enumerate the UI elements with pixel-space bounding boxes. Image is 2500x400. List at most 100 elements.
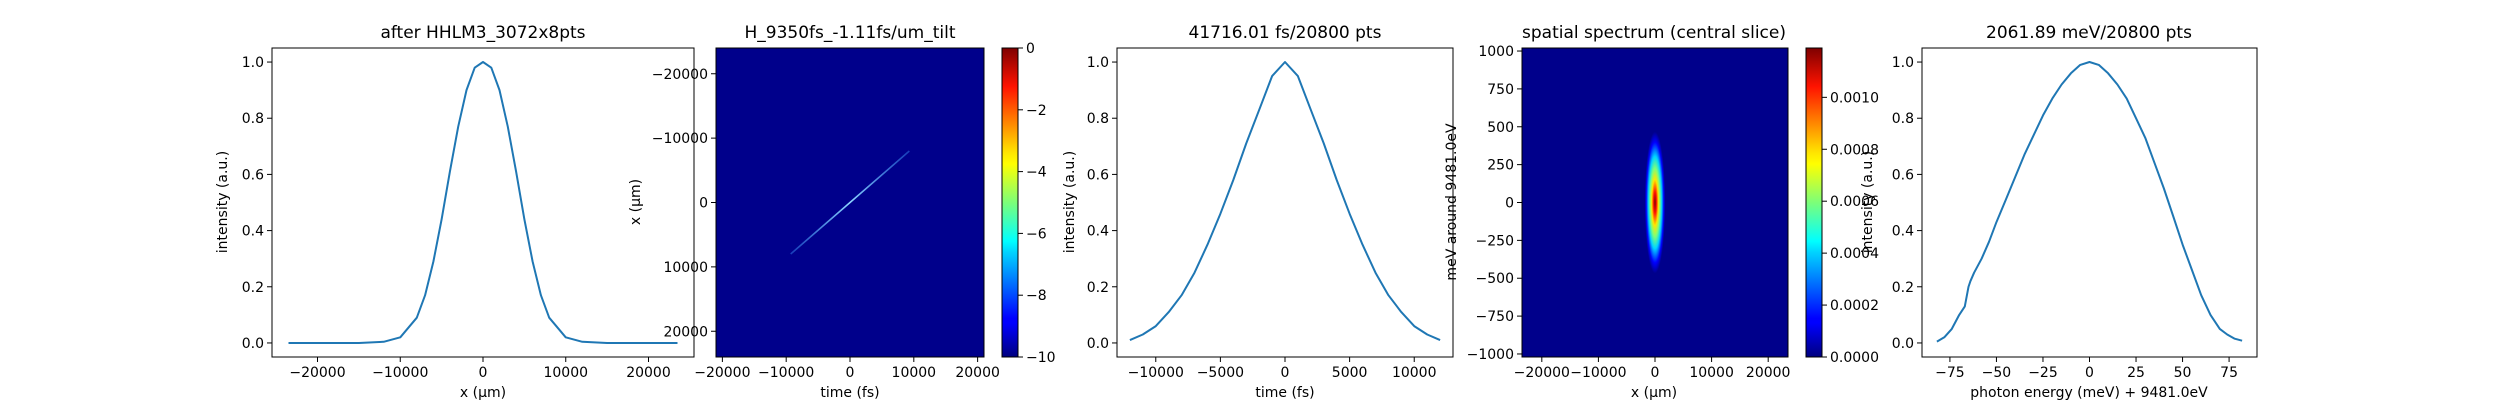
panel-2-colorbar [1001, 47, 1019, 358]
panel-5-ytick-label: 1.0 [1892, 55, 1914, 71]
panel-1-xtick-label: 10000 [543, 365, 588, 381]
panel-2-colorbar-tick-label: −4 [1026, 165, 1047, 181]
panel-2-colorbar-tick-label: −2 [1026, 103, 1047, 119]
panel-4-colorbar-tick-label: 0.0002 [1830, 298, 1879, 314]
panel-5-ytick-label: 0.0 [1892, 336, 1914, 352]
panel-4-colorbar [1805, 47, 1823, 358]
panel-4-ytick-label: 500 [1487, 120, 1514, 136]
panel-4-ytick-label: 1000 [1478, 44, 1514, 60]
panel-3-ytick-label: 0.6 [1087, 167, 1109, 183]
panel-4-ytick-label: −750 [1476, 309, 1514, 325]
panel-1-ytick-label: 0.6 [242, 167, 264, 183]
panel-4-xtick-label: 0 [1651, 365, 1660, 381]
panel-4-colorbar-tick-label: 0.0010 [1830, 90, 1879, 106]
panel-4-yticks: 1000 750 500 250 0 −250 −500 −750 −1000 [1467, 44, 1522, 363]
panel-4-xticks: −20000 −10000 0 10000 20000 [1514, 357, 1791, 381]
panel-5-xtick-label: 25 [2127, 365, 2145, 381]
panel-2-xtick-label: −10000 [758, 365, 814, 381]
panel-1-ytick-label: 0.2 [242, 280, 264, 296]
panel-3: 41716.01 fs/20800 pts −10000 −5000 0 5000 10… [1062, 23, 1454, 400]
panel-4-colorbar-ticks: 0.0010 0.0008 0.0006 0.0004 0.0002 0.0000 [1822, 90, 1879, 366]
panel-4-xtick-label: 10000 [1689, 365, 1734, 381]
panel-1-xtick-label: 0 [479, 365, 488, 381]
panel-4-xtick-label: −10000 [1570, 365, 1626, 381]
panel-4-ytick-label: −500 [1476, 271, 1514, 287]
panel-2-colorbar-tick-label: −8 [1026, 288, 1047, 304]
panel-4-ytick-label: 250 [1487, 158, 1514, 174]
panel-2-colorbar-tick-label: −10 [1026, 350, 1056, 366]
panel-5-xtick-label: 0 [2085, 365, 2094, 381]
panel-2-ytick-label: −10000 [652, 131, 708, 147]
panel-2-ytick-label: 0 [699, 196, 708, 212]
panel-1-xlabel: x (μm) [460, 385, 506, 400]
panel-3-series-line [1129, 61, 1441, 342]
panel-1-series-line [288, 61, 678, 344]
panel-3-title: 41716.01 fs/20800 pts [1189, 23, 1382, 43]
panel-4-ylabel: meV around 9481.0eV [1444, 123, 1460, 281]
panel-3-ytick-label: 0.0 [1087, 336, 1109, 352]
panel-4-xlabel: x (μm) [1631, 385, 1677, 400]
panel-4-ytick-label: −1000 [1467, 347, 1514, 363]
panel-3-ytick-label: 0.2 [1087, 280, 1109, 296]
panel-3-ytick-label: 0.4 [1087, 224, 1109, 240]
panel-2: H_9350fs_-1.11fs/um_tilt −20000 −10000 0 10… [628, 23, 1056, 400]
panel-2-yticks: −20000 −10000 0 10000 20000 [652, 67, 716, 340]
panel-3-xtick-label: 5000 [1332, 365, 1368, 381]
panel-5-xtick-label: 75 [2220, 365, 2238, 381]
panel-5-xtick-label: −25 [2028, 365, 2058, 381]
panel-4-xtick-label: −20000 [1514, 365, 1570, 381]
panel-5-ytick-label: 0.6 [1892, 167, 1914, 183]
panel-3-xtick-label: 10000 [1392, 365, 1437, 381]
panel-5: 2061.89 meV/20800 pts −75 −50 −25 0 25 50 75 0… [1860, 23, 2258, 400]
panel-5-ylabel: intensity (a.u.) [1860, 151, 1876, 253]
panel-5-plot [1936, 61, 2243, 343]
panel-4-colorbar-tick-label: 0.0008 [1830, 142, 1879, 158]
panel-1-title: after HHLM3_3072x8pts [380, 23, 585, 43]
panel-4-colorbar-tick-label: 0.0004 [1830, 246, 1879, 262]
panel-3-xlabel: time (fs) [1255, 385, 1314, 400]
panel-4-ytick-label: −250 [1476, 233, 1514, 249]
panel-5-xtick-label: −50 [1982, 365, 2012, 381]
panel-1-ytick-label: 0.0 [242, 336, 264, 352]
panel-4-ytick-label: 0 [1505, 196, 1514, 212]
panel-3-yticks: 0.0 0.2 0.4 0.6 0.8 1.0 [1087, 55, 1117, 352]
panel-2-ytick-label: −20000 [652, 67, 708, 83]
panel-1-xticks: −20000 −10000 0 10000 20000 [289, 357, 671, 381]
panel-2-xtick-label: −20000 [694, 365, 750, 381]
panel-4-ytick-label: 750 [1487, 82, 1514, 98]
panel-3-plot [1129, 61, 1441, 342]
panel-5-xtick-label: −75 [1935, 365, 1965, 381]
panel-2-tilt-streak [790, 150, 910, 255]
panel-1-yticks: 0.0 0.2 0.4 0.6 0.8 1.0 [242, 55, 272, 352]
panel-5-xlabel: photon energy (meV) + 9481.0eV [1970, 385, 2208, 400]
panel-2-plot [790, 150, 910, 255]
panel-5-ytick-label: 0.4 [1892, 224, 1914, 240]
panel-1-ytick-label: 0.8 [242, 111, 264, 127]
panel-2-ytick-label: 10000 [663, 260, 708, 276]
panel-5-series-line [1936, 61, 2243, 343]
panel-2-xlabel: time (fs) [820, 385, 879, 400]
panel-2-xtick-label: 20000 [955, 365, 1000, 381]
panel-4-xtick-label: 20000 [1746, 365, 1791, 381]
panel-1-xtick-label: −20000 [289, 365, 345, 381]
panel-5-yticks: 0.0 0.2 0.4 0.6 0.8 1.0 [1892, 55, 1922, 352]
panel-1-xtick-label: 20000 [626, 365, 671, 381]
panel-1-ytick-label: 1.0 [242, 55, 264, 71]
panel-5-axes-frame [1921, 47, 2258, 358]
panel-3-xtick-label: 0 [1281, 365, 1290, 381]
panel-3-ytick-label: 1.0 [1087, 55, 1109, 71]
panel-1-xtick-label: −10000 [372, 365, 428, 381]
panel-3-xticks: −10000 −5000 0 5000 10000 [1128, 357, 1437, 381]
panel-2-colorbar-ticks: 0 −2 −4 −6 −8 −10 [1018, 41, 1056, 366]
panel-3-xtick-label: −5000 [1197, 365, 1244, 381]
panel-1: after HHLM3_3072x8pts −20000 −10000 0 10000… [215, 23, 695, 400]
panel-2-xtick-label: 0 [846, 365, 855, 381]
panel-4-plot [1644, 131, 1666, 274]
panel-2-colorbar-tick-label: −6 [1026, 226, 1047, 242]
panel-2-xticks: −20000 −10000 0 10000 20000 [694, 357, 1000, 381]
panel-5-ytick-label: 0.8 [1892, 111, 1914, 127]
panel-1-ylabel: intensity (a.u.) [215, 151, 231, 253]
panel-2-title: H_9350fs_-1.11fs/um_tilt [744, 23, 955, 43]
panel-3-ytick-label: 0.8 [1087, 111, 1109, 127]
